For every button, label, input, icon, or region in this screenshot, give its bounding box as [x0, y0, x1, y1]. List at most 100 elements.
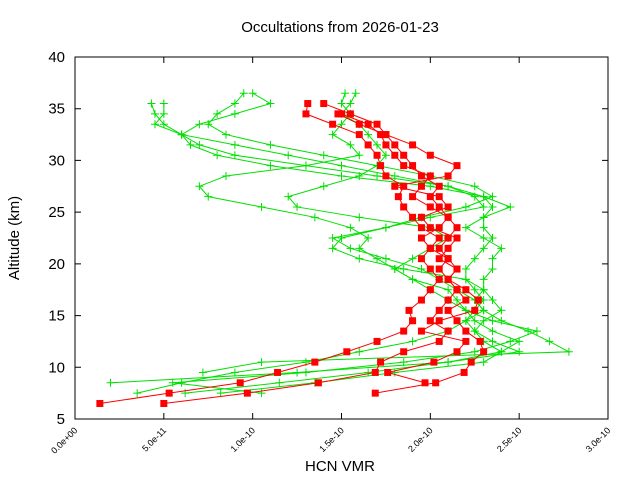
- data-point-plus: [488, 296, 497, 305]
- series-line: [220, 92, 521, 394]
- data-point-plus: [337, 171, 346, 180]
- data-point-square: [435, 317, 443, 325]
- data-point-square: [444, 296, 452, 304]
- data-point-plus: [515, 347, 524, 356]
- data-point-plus: [230, 368, 239, 377]
- data-point-plus: [230, 99, 239, 108]
- data-point-square: [400, 348, 408, 356]
- data-point-plus: [390, 368, 399, 377]
- data-point-plus: [417, 265, 426, 274]
- data-point-plus: [488, 265, 497, 274]
- data-point-square: [435, 337, 443, 345]
- data-point-square: [377, 358, 385, 366]
- data-point-plus: [319, 151, 328, 160]
- data-point-square: [435, 306, 443, 314]
- data-point-plus: [351, 89, 360, 98]
- data-point-square: [426, 224, 434, 232]
- data-point-plus: [479, 234, 488, 242]
- data-point-plus: [364, 234, 373, 242]
- data-point-plus: [147, 99, 156, 108]
- series-green-1: [177, 89, 573, 377]
- data-point-plus: [346, 223, 355, 232]
- data-point-plus: [284, 151, 293, 160]
- data-point-plus: [195, 120, 204, 129]
- data-point-square: [453, 286, 461, 294]
- data-point-square: [421, 379, 429, 387]
- data-point-square: [426, 244, 434, 252]
- x-tick-label: 0.0e+00: [49, 425, 79, 455]
- data-point-square: [435, 255, 443, 263]
- data-point-square: [417, 172, 425, 180]
- chart-title: Occultations from 2026-01-23: [241, 19, 439, 36]
- data-point-square: [355, 120, 363, 128]
- x-tick-label: 5.0e-11: [140, 425, 168, 453]
- series-line: [154, 103, 522, 394]
- data-point-square: [426, 265, 434, 273]
- data-point-plus: [301, 161, 310, 170]
- data-point-plus: [488, 327, 497, 336]
- data-point-plus: [337, 99, 346, 108]
- data-point-square: [400, 151, 408, 159]
- y-tick-label: 40: [48, 49, 65, 66]
- data-point-plus: [444, 358, 453, 367]
- data-point-plus: [444, 182, 453, 191]
- data-point-plus: [497, 306, 506, 315]
- data-point-plus: [479, 192, 488, 201]
- series-red-6: [96, 100, 443, 407]
- data-point-square: [384, 368, 392, 376]
- data-point-square: [444, 213, 452, 221]
- data-point-square: [462, 286, 470, 294]
- data-point-plus: [168, 378, 177, 387]
- data-point-plus: [461, 316, 470, 325]
- data-point-square: [391, 151, 399, 159]
- data-point-plus: [408, 254, 417, 263]
- data-point-plus: [488, 254, 497, 263]
- data-point-plus: [198, 368, 207, 377]
- data-point-plus: [470, 347, 479, 356]
- data-point-plus: [106, 378, 115, 387]
- data-point-plus: [470, 192, 479, 201]
- data-point-square: [426, 193, 434, 201]
- data-point-square: [426, 317, 434, 325]
- data-point-plus: [133, 389, 142, 398]
- data-point-plus: [337, 120, 346, 129]
- data-point-square: [409, 213, 417, 221]
- data-point-plus: [479, 275, 488, 284]
- data-point-plus: [470, 254, 479, 263]
- data-point-square: [453, 317, 461, 325]
- data-point-plus: [426, 213, 435, 222]
- data-point-square: [462, 337, 470, 345]
- data-point-square: [444, 306, 452, 314]
- data-point-square: [435, 203, 443, 211]
- x-tick-label: 1.5e-10: [317, 425, 346, 454]
- data-point-plus: [319, 182, 328, 191]
- data-point-square: [382, 141, 390, 149]
- data-point-plus: [461, 223, 470, 232]
- data-point-plus: [355, 213, 364, 222]
- data-point-plus: [479, 358, 488, 367]
- data-point-plus: [488, 192, 497, 201]
- data-point-square: [435, 182, 443, 190]
- data-point-square: [400, 182, 408, 190]
- data-point-plus: [293, 368, 302, 377]
- data-point-plus: [159, 109, 168, 118]
- data-point-square: [444, 327, 452, 335]
- data-point-plus: [222, 130, 231, 139]
- x-axis-label: HCN VMR: [305, 458, 375, 475]
- data-point-square: [435, 224, 443, 232]
- data-point-plus: [230, 140, 239, 149]
- data-point-square: [400, 203, 408, 211]
- data-point-square: [444, 244, 452, 252]
- data-point-square: [444, 203, 452, 211]
- data-point-plus: [381, 151, 390, 160]
- data-point-square: [394, 193, 402, 201]
- data-point-plus: [479, 306, 488, 315]
- data-point-square: [460, 368, 468, 376]
- data-point-square: [417, 182, 425, 190]
- data-point-square: [371, 389, 379, 397]
- data-point-plus: [230, 109, 239, 118]
- y-axis-label: Altitude (km): [6, 196, 23, 280]
- data-point-plus: [470, 285, 479, 294]
- data-point-plus: [497, 316, 506, 325]
